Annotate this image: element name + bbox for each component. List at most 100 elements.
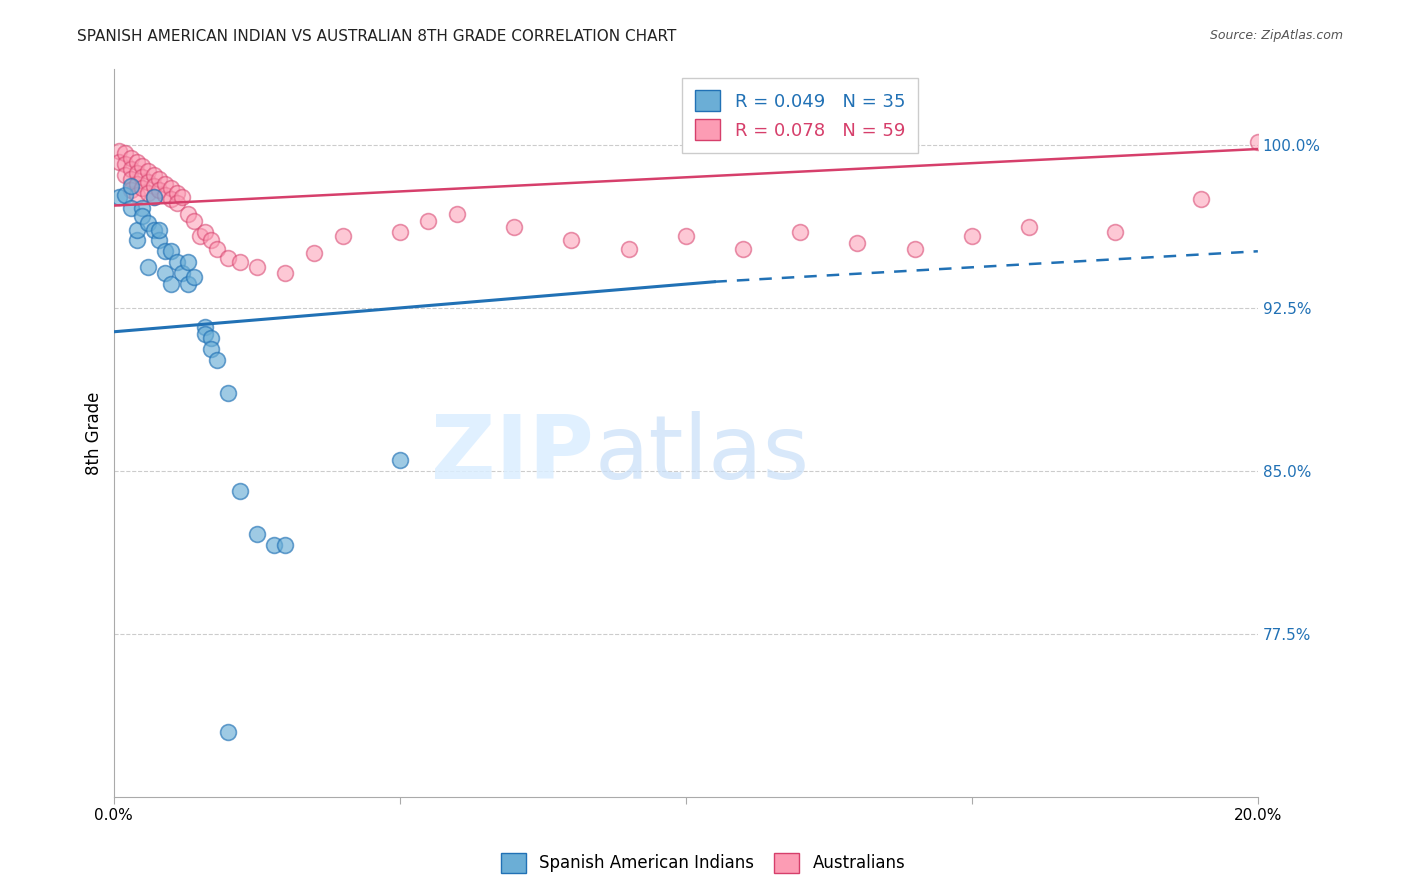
Point — [1247, 136, 1270, 150]
Point — [131, 210, 153, 224]
Point — [114, 187, 136, 202]
Text: ZIP: ZIP — [432, 411, 595, 499]
Point — [125, 187, 148, 202]
Point — [183, 270, 205, 285]
Point — [200, 342, 222, 356]
Y-axis label: 8th Grade: 8th Grade — [86, 392, 103, 475]
Point — [136, 163, 159, 178]
Point — [194, 320, 217, 334]
Point — [263, 538, 285, 552]
Point — [274, 538, 297, 552]
Point — [160, 244, 183, 259]
Point — [136, 175, 159, 189]
Point — [108, 190, 131, 204]
Point — [160, 181, 183, 195]
Point — [177, 207, 200, 221]
Point — [188, 229, 211, 244]
Point — [177, 255, 200, 269]
Point — [160, 277, 183, 291]
Point — [153, 177, 176, 191]
Point — [114, 168, 136, 182]
Point — [125, 177, 148, 191]
Point — [148, 183, 170, 197]
Point — [108, 145, 131, 159]
Point — [418, 214, 440, 228]
Point — [125, 166, 148, 180]
Point — [388, 225, 411, 239]
Point — [166, 186, 188, 200]
Point — [120, 201, 142, 215]
Point — [183, 214, 205, 228]
Point — [200, 234, 222, 248]
Point — [200, 331, 222, 345]
Point — [172, 190, 194, 204]
Point — [560, 234, 582, 248]
Point — [125, 222, 148, 236]
Point — [217, 725, 239, 739]
Point — [120, 172, 142, 186]
Point — [131, 181, 153, 195]
Point — [503, 220, 526, 235]
Point — [120, 161, 142, 176]
Point — [217, 251, 239, 265]
Point — [108, 155, 131, 169]
Point — [153, 266, 176, 280]
Point — [136, 186, 159, 200]
Point — [846, 235, 869, 250]
Point — [302, 246, 325, 260]
Point — [446, 207, 468, 221]
Point — [136, 260, 159, 274]
Point — [960, 229, 983, 244]
Legend: Spanish American Indians, Australians: Spanish American Indians, Australians — [494, 847, 912, 880]
Point — [617, 242, 640, 256]
Point — [114, 146, 136, 161]
Point — [148, 234, 170, 248]
Point — [228, 483, 250, 498]
Point — [142, 190, 165, 204]
Point — [274, 266, 297, 280]
Text: Source: ZipAtlas.com: Source: ZipAtlas.com — [1209, 29, 1343, 42]
Point — [1018, 220, 1040, 235]
Point — [166, 255, 188, 269]
Point — [205, 353, 228, 368]
Point — [205, 242, 228, 256]
Point — [136, 216, 159, 230]
Text: 20.0%: 20.0% — [1233, 808, 1282, 823]
Point — [148, 222, 170, 236]
Point — [194, 225, 217, 239]
Text: atlas: atlas — [595, 411, 810, 499]
Point — [246, 527, 269, 541]
Text: 0.0%: 0.0% — [94, 808, 134, 823]
Point — [177, 277, 200, 291]
Point — [125, 234, 148, 248]
Point — [120, 179, 142, 194]
Point — [131, 201, 153, 215]
Legend: R = 0.049   N = 35, R = 0.078   N = 59: R = 0.049 N = 35, R = 0.078 N = 59 — [682, 78, 918, 153]
Point — [142, 190, 165, 204]
Point — [142, 168, 165, 182]
Point — [1189, 192, 1212, 206]
Point — [903, 242, 925, 256]
Point — [246, 260, 269, 274]
Point — [675, 229, 697, 244]
Point — [789, 225, 811, 239]
Point — [120, 183, 142, 197]
Point — [332, 229, 354, 244]
Point — [166, 196, 188, 211]
Point — [388, 453, 411, 467]
Point — [148, 172, 170, 186]
Point — [131, 160, 153, 174]
Point — [114, 157, 136, 171]
Point — [731, 242, 754, 256]
Point — [153, 244, 176, 259]
Point — [142, 222, 165, 236]
Point — [194, 326, 217, 341]
Point — [131, 170, 153, 185]
Point — [120, 151, 142, 165]
Point — [228, 255, 250, 269]
Text: SPANISH AMERICAN INDIAN VS AUSTRALIAN 8TH GRADE CORRELATION CHART: SPANISH AMERICAN INDIAN VS AUSTRALIAN 8T… — [77, 29, 676, 44]
Point — [142, 179, 165, 194]
Point — [172, 266, 194, 280]
Point — [153, 187, 176, 202]
Point — [1104, 225, 1126, 239]
